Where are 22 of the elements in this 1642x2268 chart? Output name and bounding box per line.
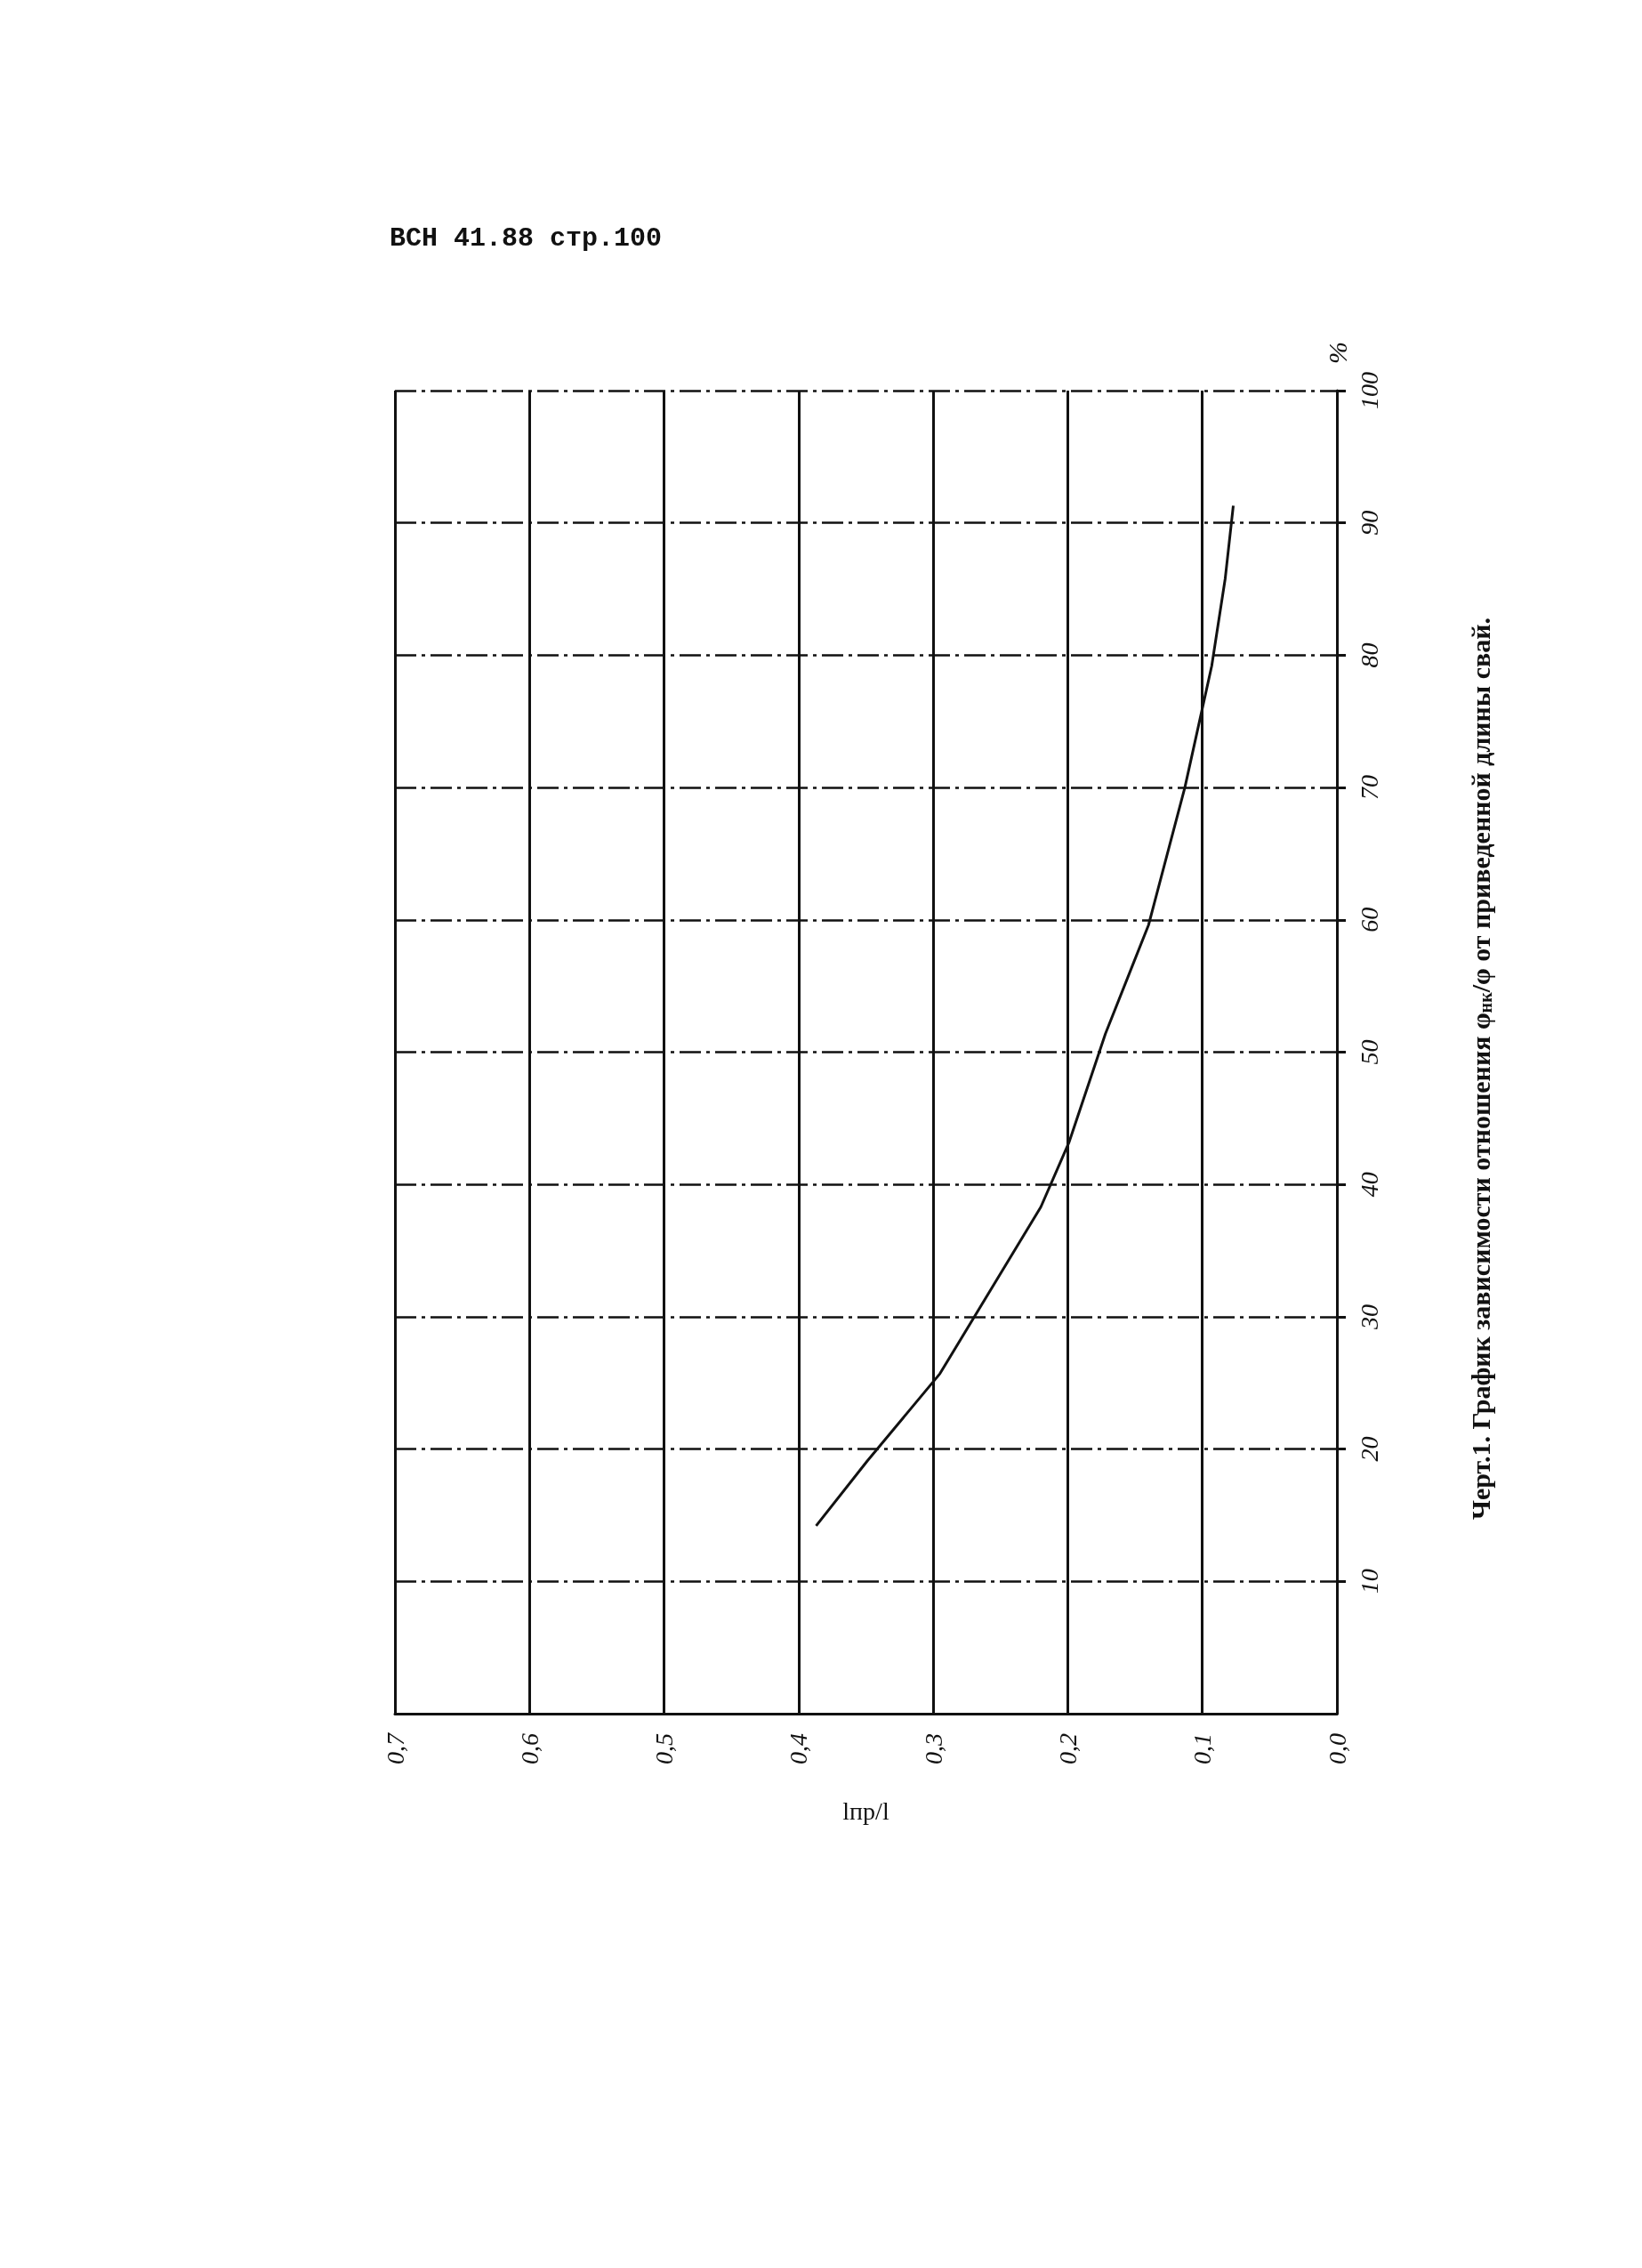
y-tick-label: 90 — [1355, 510, 1383, 536]
x-axis-title: lпр/l — [842, 1796, 889, 1825]
text: Черт.1. График зависимости отношения φнк/φ от приведенной длины свай. — [1465, 617, 1495, 1520]
y-tick-label: 80 — [1355, 642, 1383, 668]
text: ВСН 41.88 стр.100 — [390, 223, 663, 254]
x-tick-label: 0,1 — [1188, 1733, 1217, 1764]
x-tick-label: 0,6 — [515, 1733, 543, 1764]
y-tick-label: 100 — [1355, 372, 1383, 409]
y-axis-title: % — [1322, 342, 1352, 364]
y-tick-label: 40 — [1355, 1172, 1383, 1198]
x-tick-label: 0,4 — [785, 1733, 813, 1764]
x-tick-label: 0,7 — [381, 1732, 409, 1764]
y-tick-label: 10 — [1355, 1569, 1383, 1594]
x-tick-label: 0,5 — [650, 1733, 679, 1764]
x-tick-label: 0,3 — [919, 1733, 947, 1764]
x-tick-label: 0,0 — [1323, 1733, 1351, 1764]
y-tick-label: 30 — [1355, 1303, 1383, 1330]
y-tick-label: 70 — [1355, 775, 1383, 801]
y-tick-label: 60 — [1355, 907, 1383, 932]
y-tick-label: 20 — [1355, 1436, 1383, 1462]
y-tick-label: 50 — [1355, 1039, 1383, 1065]
x-tick-label: 0,2 — [1053, 1733, 1082, 1764]
